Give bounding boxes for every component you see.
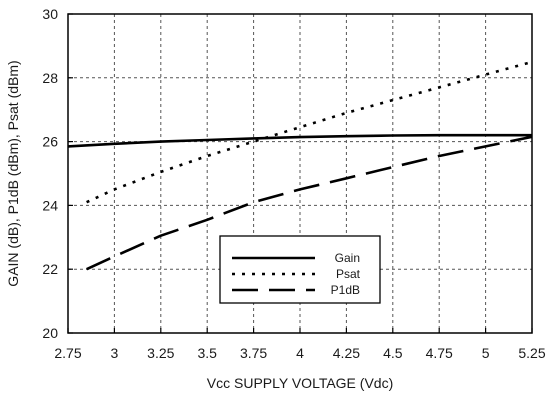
x-tick-label: 4.75 (426, 345, 453, 361)
y-tick-label: 28 (42, 70, 58, 86)
legend-box (219, 235, 381, 304)
x-tick-label: 3 (111, 345, 119, 361)
series-layer (67, 60, 533, 271)
y-tick-label: 24 (42, 197, 58, 213)
legend: Gain Psat P1dB (219, 235, 381, 304)
y-axis-title: GAIN (dB), P1dB (dBm), Psat (dBm) (5, 60, 21, 286)
x-axis-ticks: 2.75 3 3.25 3.5 3.75 4 4.25 4.5 4.75 5 5.25 (54, 328, 546, 361)
y-tick-label: 30 (42, 6, 58, 22)
x-tick-label: 4 (296, 345, 304, 361)
x-tick-label: 2.75 (54, 345, 81, 361)
series-line-psat (86, 60, 533, 204)
x-tick-label: 3.75 (240, 345, 267, 361)
series-line-p1db (86, 135, 533, 271)
x-tick-label: 4.25 (333, 345, 360, 361)
y-tick-label: 20 (42, 325, 58, 341)
y-tick-label: 22 (42, 261, 58, 277)
x-tick-label: 4.5 (383, 345, 403, 361)
x-tick-label: 3.5 (197, 345, 217, 361)
series-line-gain (67, 133, 532, 148)
x-tick-label: 5.25 (518, 345, 545, 361)
x-tick-label: 3.25 (147, 345, 174, 361)
legend-label-p1db: P1dB (331, 283, 360, 297)
x-tick-label: 5 (482, 345, 490, 361)
x-axis-title: Vcc SUPPLY VOLTAGE (Vdc) (207, 375, 393, 391)
y-tick-label: 26 (42, 134, 58, 150)
legend-label-gain: Gain (335, 251, 360, 265)
legend-label-psat: Psat (336, 267, 361, 281)
y-axis-ticks: 20 22 24 26 28 30 (42, 6, 73, 341)
